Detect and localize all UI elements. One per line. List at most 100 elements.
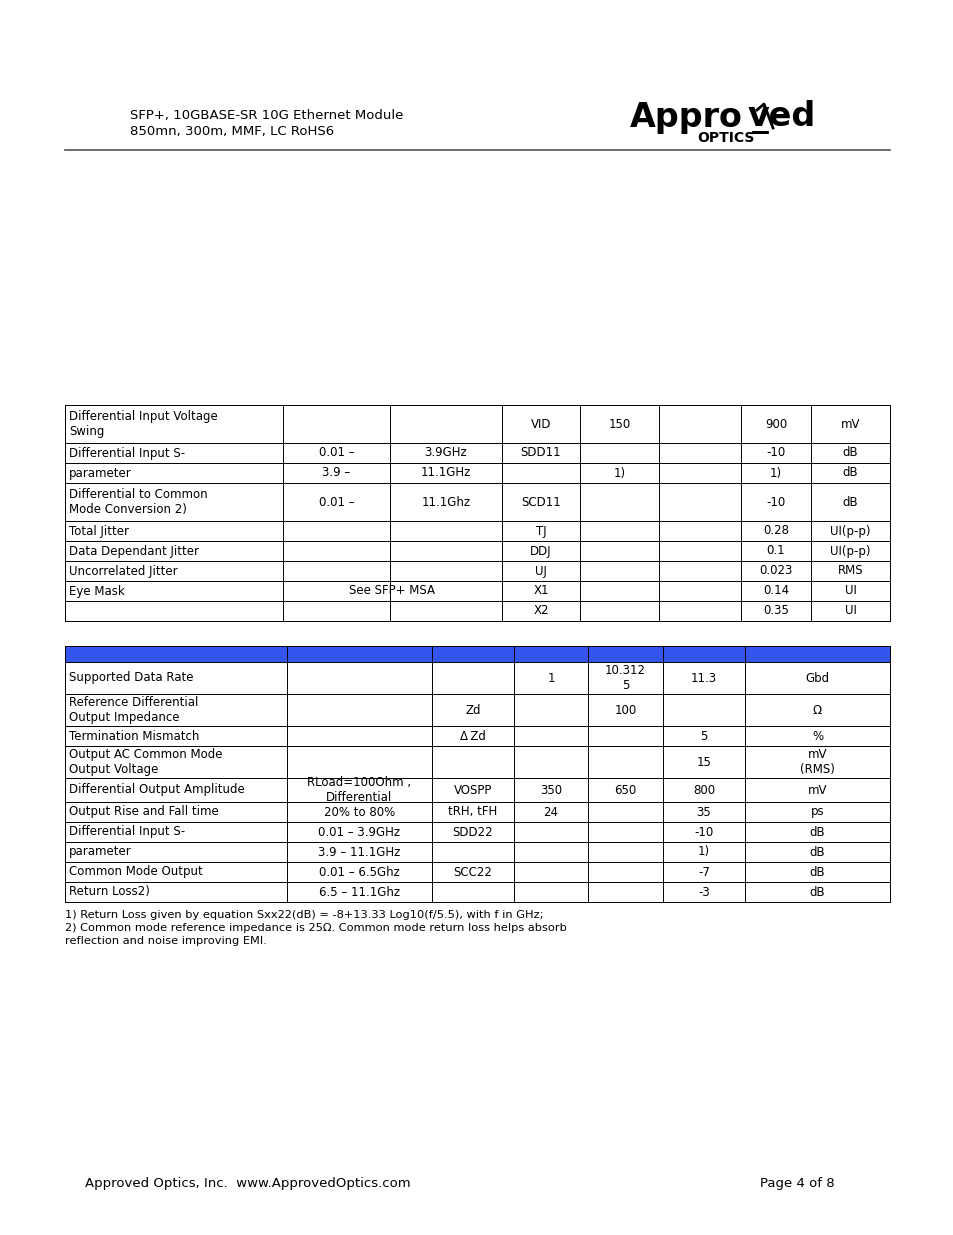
- Text: dB: dB: [809, 825, 824, 839]
- Text: UI(p-p): UI(p-p): [829, 525, 870, 537]
- Text: v̲ed: v̲ed: [747, 100, 816, 135]
- Text: X1: X1: [533, 584, 548, 598]
- Text: SFP+, 10GBASE-SR 10G Ethernet Module: SFP+, 10GBASE-SR 10G Ethernet Module: [130, 109, 403, 121]
- Text: Termination Mismatch: Termination Mismatch: [69, 730, 199, 742]
- Bar: [65, 646, 889, 902]
- Text: 0.01 – 6.5Ghz: 0.01 – 6.5Ghz: [318, 866, 399, 878]
- Text: UJ: UJ: [535, 564, 546, 578]
- Bar: [65, 646, 889, 662]
- Text: Differential Input S-: Differential Input S-: [69, 825, 185, 839]
- Text: VID: VID: [530, 417, 551, 431]
- Text: Reference Differential
Output Impedance: Reference Differential Output Impedance: [69, 697, 198, 724]
- Text: X2: X2: [533, 604, 548, 618]
- Text: Return Loss2): Return Loss2): [69, 885, 150, 899]
- Text: 24: 24: [543, 805, 558, 819]
- Text: OPTICS: OPTICS: [697, 131, 754, 144]
- Text: Common Mode Output: Common Mode Output: [69, 866, 203, 878]
- Text: dB: dB: [841, 467, 858, 479]
- Text: 0.1: 0.1: [766, 545, 784, 557]
- Text: parameter: parameter: [69, 467, 132, 479]
- Text: Gbd: Gbd: [804, 672, 829, 684]
- Text: 10.312
5: 10.312 5: [604, 664, 645, 692]
- Text: 0.35: 0.35: [762, 604, 788, 618]
- Text: 800: 800: [692, 783, 715, 797]
- Text: 0.01 – 3.9GHz: 0.01 – 3.9GHz: [318, 825, 400, 839]
- Text: Data Dependant Jitter: Data Dependant Jitter: [69, 545, 199, 557]
- Text: Appro: Appro: [629, 100, 742, 133]
- Text: 0.14: 0.14: [762, 584, 788, 598]
- Text: 15: 15: [696, 756, 711, 768]
- Text: 3.9 –: 3.9 –: [322, 467, 351, 479]
- Text: 0.01 –: 0.01 –: [318, 447, 354, 459]
- Text: UI(p-p): UI(p-p): [829, 545, 870, 557]
- Text: mV: mV: [807, 783, 826, 797]
- Text: 1): 1): [613, 467, 625, 479]
- Text: 650: 650: [614, 783, 636, 797]
- Text: -10: -10: [694, 825, 713, 839]
- Text: 11.1Ghz: 11.1Ghz: [421, 495, 470, 509]
- Text: dB: dB: [809, 866, 824, 878]
- Text: 0.28: 0.28: [762, 525, 788, 537]
- Text: Differential to Common
Mode Conversion 2): Differential to Common Mode Conversion 2…: [69, 488, 208, 516]
- Text: Page 4 of 8: Page 4 of 8: [760, 1177, 834, 1189]
- Text: -7: -7: [698, 866, 709, 878]
- Text: -10: -10: [765, 495, 785, 509]
- Text: 3.9 – 11.1GHz: 3.9 – 11.1GHz: [318, 846, 400, 858]
- Bar: [65, 405, 889, 621]
- Text: SCC22: SCC22: [453, 866, 492, 878]
- Text: See SFP+ MSA: See SFP+ MSA: [349, 584, 435, 598]
- Text: 0.023: 0.023: [759, 564, 792, 578]
- Text: 1: 1: [547, 672, 554, 684]
- Text: Differential Input S-: Differential Input S-: [69, 447, 185, 459]
- Text: tRH, tFH: tRH, tFH: [448, 805, 497, 819]
- Text: Supported Data Rate: Supported Data Rate: [69, 672, 193, 684]
- Text: RMS: RMS: [837, 564, 862, 578]
- Text: 11.3: 11.3: [690, 672, 717, 684]
- Text: Output Rise and Fall time: Output Rise and Fall time: [69, 805, 218, 819]
- Text: 3.9GHz: 3.9GHz: [424, 447, 467, 459]
- Text: 0.01 –: 0.01 –: [318, 495, 354, 509]
- Text: 1) Return Loss given by equation Sxx22(dB) = -8+13.33 Log10(f/5.5), with f in GH: 1) Return Loss given by equation Sxx22(d…: [65, 910, 543, 920]
- Text: VOSPP: VOSPP: [454, 783, 492, 797]
- Text: 11.1GHz: 11.1GHz: [420, 467, 471, 479]
- Text: parameter: parameter: [69, 846, 132, 858]
- Text: reflection and noise improving EMI.: reflection and noise improving EMI.: [65, 936, 267, 946]
- Text: 850mn, 300m, MMF, LC RoHS6: 850mn, 300m, MMF, LC RoHS6: [130, 126, 334, 138]
- Text: TJ: TJ: [536, 525, 546, 537]
- Text: DDJ: DDJ: [530, 545, 551, 557]
- Text: %: %: [811, 730, 822, 742]
- Text: 900: 900: [764, 417, 786, 431]
- Text: 1): 1): [769, 467, 781, 479]
- Text: Zd: Zd: [465, 704, 480, 716]
- Text: Output AC Common Mode
Output Voltage: Output AC Common Mode Output Voltage: [69, 748, 222, 776]
- Text: SDD22: SDD22: [453, 825, 493, 839]
- Text: Approved Optics, Inc.  www.ApprovedOptics.com: Approved Optics, Inc. www.ApprovedOptics…: [85, 1177, 410, 1189]
- Text: Differential Input Voltage
Swing: Differential Input Voltage Swing: [69, 410, 217, 437]
- Text: 350: 350: [539, 783, 561, 797]
- Text: 35: 35: [696, 805, 711, 819]
- Text: 2) Common mode reference impedance is 25Ω. Common mode return loss helps absorb: 2) Common mode reference impedance is 25…: [65, 923, 566, 932]
- Text: UI: UI: [843, 584, 856, 598]
- Text: RLoad=100Ohm ,
Differential: RLoad=100Ohm , Differential: [307, 777, 411, 804]
- Text: Total Jitter: Total Jitter: [69, 525, 129, 537]
- Text: 150: 150: [608, 417, 630, 431]
- Text: mV
(RMS): mV (RMS): [800, 748, 834, 776]
- Text: Ω: Ω: [812, 704, 821, 716]
- Text: ps: ps: [810, 805, 823, 819]
- Text: dB: dB: [809, 885, 824, 899]
- Text: mV: mV: [840, 417, 860, 431]
- Text: dB: dB: [841, 447, 858, 459]
- Text: 1): 1): [698, 846, 709, 858]
- Text: dB: dB: [809, 846, 824, 858]
- Text: Uncorrelated Jitter: Uncorrelated Jitter: [69, 564, 177, 578]
- Text: 100: 100: [614, 704, 636, 716]
- Text: SDD11: SDD11: [520, 447, 560, 459]
- Text: dB: dB: [841, 495, 858, 509]
- Text: -3: -3: [698, 885, 709, 899]
- Text: UI: UI: [843, 604, 856, 618]
- Text: SCD11: SCD11: [520, 495, 560, 509]
- Text: 20% to 80%: 20% to 80%: [323, 805, 395, 819]
- Text: 5: 5: [700, 730, 707, 742]
- Text: Δ Zd: Δ Zd: [459, 730, 485, 742]
- Text: -10: -10: [765, 447, 785, 459]
